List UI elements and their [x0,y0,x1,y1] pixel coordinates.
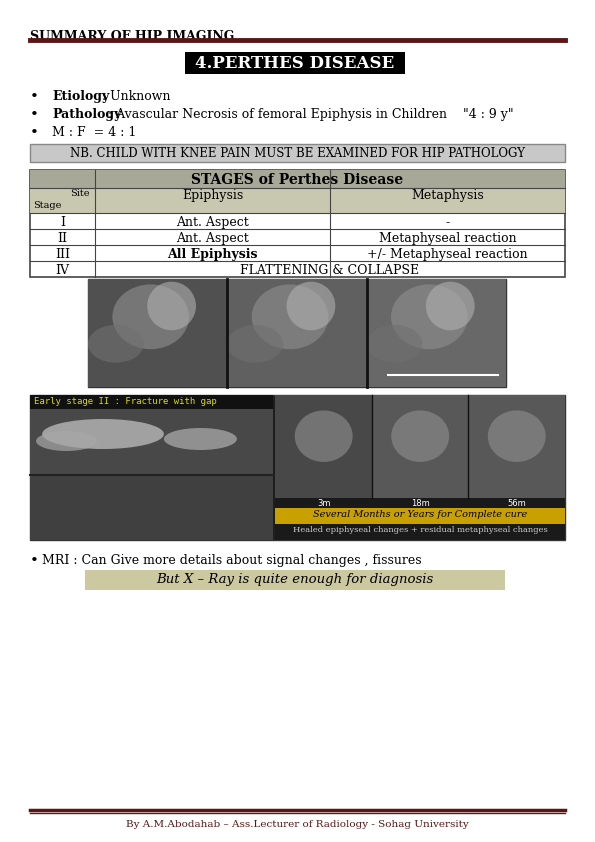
Text: NB. CHILD WITH KNEE PAIN MUST BE EXAMINED FOR HIP PATHOLOGY: NB. CHILD WITH KNEE PAIN MUST BE EXAMINE… [70,147,525,160]
Bar [372,498,468,508]
Text: Pathology: Pathology [52,108,121,121]
Bar [30,170,565,277]
Text: MRI : Can Give more details about signal changes , fissures: MRI : Can Give more details about signal… [42,554,422,567]
Bar [88,279,227,387]
Ellipse shape [112,285,189,349]
Text: Ant. Aspect: Ant. Aspect [176,232,249,245]
Bar [227,279,367,387]
Ellipse shape [287,282,336,330]
Bar [275,508,565,524]
Text: Site: Site [70,189,90,198]
Ellipse shape [367,325,422,363]
Bar [275,395,372,498]
Text: But X – Ray is quite enough for diagnosis: But X – Ray is quite enough for diagnosi… [156,573,434,586]
Ellipse shape [36,431,97,451]
Text: Early stage II : Fracture with gap: Early stage II : Fracture with gap [34,397,217,406]
Text: By A.M.Abodahab – Ass.Lecturer of Radiology - Sohag University: By A.M.Abodahab – Ass.Lecturer of Radiol… [126,820,468,829]
Ellipse shape [147,282,196,330]
Ellipse shape [392,410,449,462]
Bar [185,52,405,74]
Text: Healed epiphyseal changes + residual metaphyseal changes: Healed epiphyseal changes + residual met… [293,526,547,534]
Text: •: • [30,90,39,104]
Ellipse shape [391,285,468,349]
Text: 3m: 3m [317,499,330,508]
Bar [30,409,274,475]
Text: FLATTENING & COLLAPSE: FLATTENING & COLLAPSE [240,264,419,277]
Text: -: - [446,216,450,229]
Ellipse shape [426,282,475,330]
Text: Stage: Stage [33,201,61,210]
Text: Etiology: Etiology [52,90,109,103]
Ellipse shape [164,428,237,450]
Bar [30,475,274,540]
Bar [275,395,565,540]
Text: •: • [30,554,39,568]
Bar [88,279,506,387]
Text: M : F  = 4 : 1: M : F = 4 : 1 [52,126,136,139]
Text: : Avascular Necrosis of femoral Epiphysis in Children    "4 : 9 y": : Avascular Necrosis of femoral Epiphysi… [104,108,514,121]
Bar [372,395,468,498]
Text: III: III [55,248,70,261]
Bar [30,395,274,409]
Text: +/- Metaphyseal reaction: +/- Metaphyseal reaction [367,248,528,261]
Bar [367,279,506,387]
Text: IV: IV [55,264,70,277]
Bar [30,395,565,540]
Text: •: • [30,126,39,140]
Ellipse shape [227,325,283,363]
Bar [275,524,565,540]
Bar [468,498,565,508]
Bar [30,144,565,162]
Text: II: II [58,232,67,245]
Text: 4.PERTHES DISEASE: 4.PERTHES DISEASE [195,55,394,72]
Text: Metaphyseal reaction: Metaphyseal reaction [378,232,516,245]
Text: Epiphysis: Epiphysis [182,189,243,202]
Text: 56m: 56m [508,499,526,508]
Ellipse shape [488,410,546,462]
Text: Metaphysis: Metaphysis [411,189,484,202]
Text: STAGES of Perthes Disease: STAGES of Perthes Disease [192,173,403,187]
Text: : Unknown: : Unknown [98,90,171,103]
Text: Ant. Aspect: Ant. Aspect [176,216,249,229]
Ellipse shape [88,325,144,363]
Bar [30,170,565,188]
Bar [275,498,372,508]
Text: Several Months or Years for Complete cure: Several Months or Years for Complete cur… [313,510,527,519]
Bar [85,570,505,590]
Text: All Epiphysis: All Epiphysis [167,248,258,261]
Text: I: I [60,216,65,229]
Ellipse shape [42,419,164,449]
Text: SUMMARY OF HIP IMAGING: SUMMARY OF HIP IMAGING [30,30,234,43]
Ellipse shape [252,285,328,349]
Bar [30,188,565,213]
Bar [468,395,565,498]
Bar [30,395,274,540]
Text: •: • [30,108,39,122]
Text: 18m: 18m [411,499,430,508]
Ellipse shape [295,410,353,462]
